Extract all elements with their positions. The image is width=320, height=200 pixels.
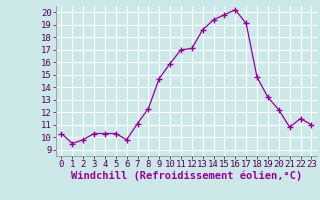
X-axis label: Windchill (Refroidissement éolien,°C): Windchill (Refroidissement éolien,°C) <box>71 171 302 181</box>
